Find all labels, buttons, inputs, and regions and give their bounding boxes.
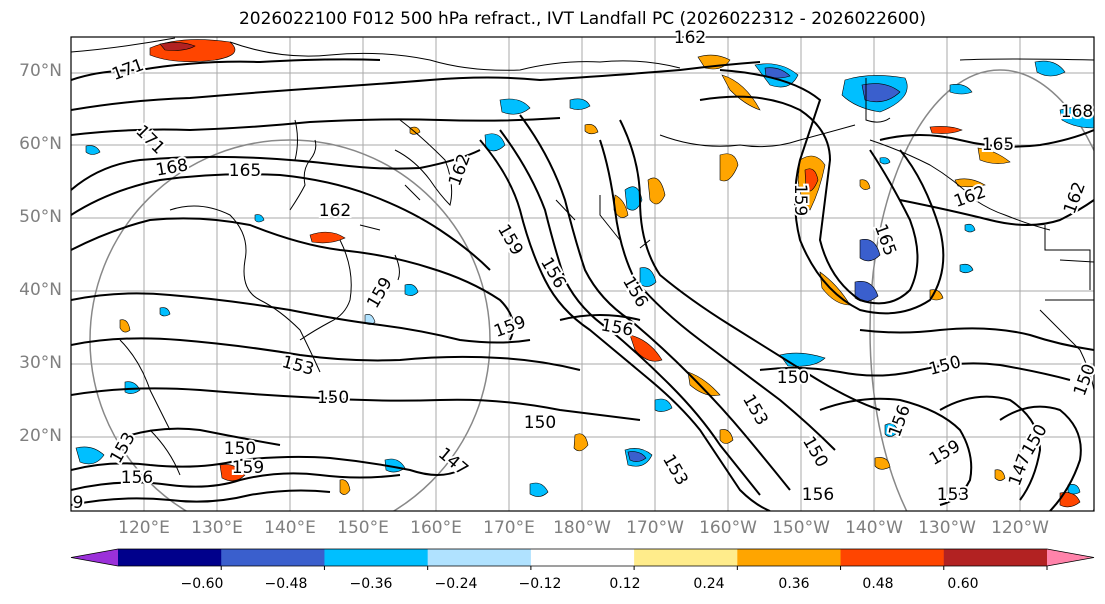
range-circles: [89, 69, 1094, 511]
colorbar-tick-label: −0.24: [434, 576, 478, 592]
contour-label: 159: [363, 274, 397, 312]
colorbar-segment: [221, 549, 325, 566]
lat-label-60: 60°N: [19, 134, 62, 154]
colorbar-tick-label: −0.12: [518, 576, 562, 592]
map-frame: [70, 36, 1095, 512]
contour-label: 156: [885, 402, 915, 439]
lon-label-160w: 160°W: [699, 518, 757, 538]
lat-label-20: 20°N: [19, 426, 62, 446]
contour-label: 159: [790, 184, 810, 216]
contour-label: 171: [109, 55, 146, 85]
contour-label: 171: [131, 121, 168, 158]
lat-label-50: 50°N: [19, 207, 62, 227]
lat-label-40: 40°N: [19, 280, 62, 300]
contour-label: 150: [777, 368, 809, 388]
colorbar-tick-label: 0.12: [609, 576, 641, 592]
lon-label-170w: 170°W: [626, 518, 684, 538]
colorbar-segment: [118, 549, 222, 566]
contour-label: 150: [317, 388, 349, 408]
contour-label: 150: [1070, 361, 1100, 398]
colorbar-segment: [427, 549, 532, 566]
gridlines: [71, 37, 1094, 511]
colorbar: [70, 548, 1095, 570]
contour-label: 150: [1018, 421, 1052, 459]
contour-label: 165: [982, 135, 1014, 155]
colorbar-tick-label: 0.60: [947, 576, 979, 592]
colorbar-segment: [840, 549, 945, 566]
colorbar-tick-label: −0.60: [180, 576, 224, 592]
lon-label-150w: 150°W: [772, 518, 830, 538]
contour-label: 162: [445, 151, 475, 188]
colorbar-outline: [70, 548, 1095, 567]
contour-label: 156: [599, 315, 634, 340]
lon-label-180w: 180°W: [553, 518, 611, 538]
colorbar-tick-label: 0.24: [693, 576, 725, 592]
colorbar-tick-label: 0.48: [862, 576, 894, 592]
contour-label: 162: [674, 28, 706, 48]
lat-label-30: 30°N: [19, 353, 62, 373]
contour-label: 159: [493, 221, 527, 259]
contour-label: 153: [738, 391, 772, 429]
lon-label-120e: 120°E: [118, 518, 170, 538]
contour-label: 153: [658, 451, 692, 489]
contour-label: 162: [1060, 179, 1090, 216]
map-title: 2026022100 F012 500 hPa refract., IVT La…: [238, 9, 926, 29]
contour-label: 159: [926, 436, 964, 470]
contour-label: 156: [121, 468, 153, 488]
contour-label: 156: [802, 485, 834, 505]
contour-label: 159: [491, 312, 528, 342]
contour-label: 150: [524, 413, 556, 433]
contour-label: 165: [229, 161, 261, 181]
lat-label-70: 70°N: [19, 61, 62, 81]
lon-label-150e: 150°E: [337, 518, 389, 538]
colorbar-segment: [324, 549, 429, 566]
colorbar-segment: [71, 549, 118, 566]
contour-label: 159: [232, 458, 264, 478]
colorbar-tick-label: −0.36: [349, 576, 393, 592]
lon-label-120w: 120°W: [991, 518, 1049, 538]
positive-anomaly-shading: [119, 39, 1081, 508]
contour-label: 162: [319, 201, 351, 221]
lon-label-170e: 170°E: [483, 518, 535, 538]
lon-label-130w: 130°W: [918, 518, 976, 538]
lon-label-130e: 130°E: [191, 518, 243, 538]
contour-label: 162: [951, 182, 988, 212]
colorbar-segment: [943, 549, 1048, 566]
colorbar-tick-label: −0.48: [264, 576, 308, 592]
colorbar-segment: [530, 549, 635, 566]
contour-label: 168: [1061, 102, 1093, 122]
contour-label: 153: [937, 485, 969, 505]
colorbar-tick-label: 0.36: [778, 576, 810, 592]
colorbar-segment: [634, 549, 738, 566]
contour-label: 150: [224, 439, 256, 459]
colorbar-segment: [737, 549, 842, 566]
lon-label-140e: 140°E: [264, 518, 316, 538]
colorbar-segment: [1047, 549, 1094, 566]
contour-label: 9: [73, 493, 84, 513]
contour-label: 150: [927, 352, 964, 380]
coastlines: [71, 37, 1094, 476]
lon-label-160e: 160°E: [410, 518, 462, 538]
refractivity-contours: [71, 58, 1094, 511]
lon-label-140w: 140°W: [845, 518, 903, 538]
contour-label: 150: [798, 433, 832, 471]
